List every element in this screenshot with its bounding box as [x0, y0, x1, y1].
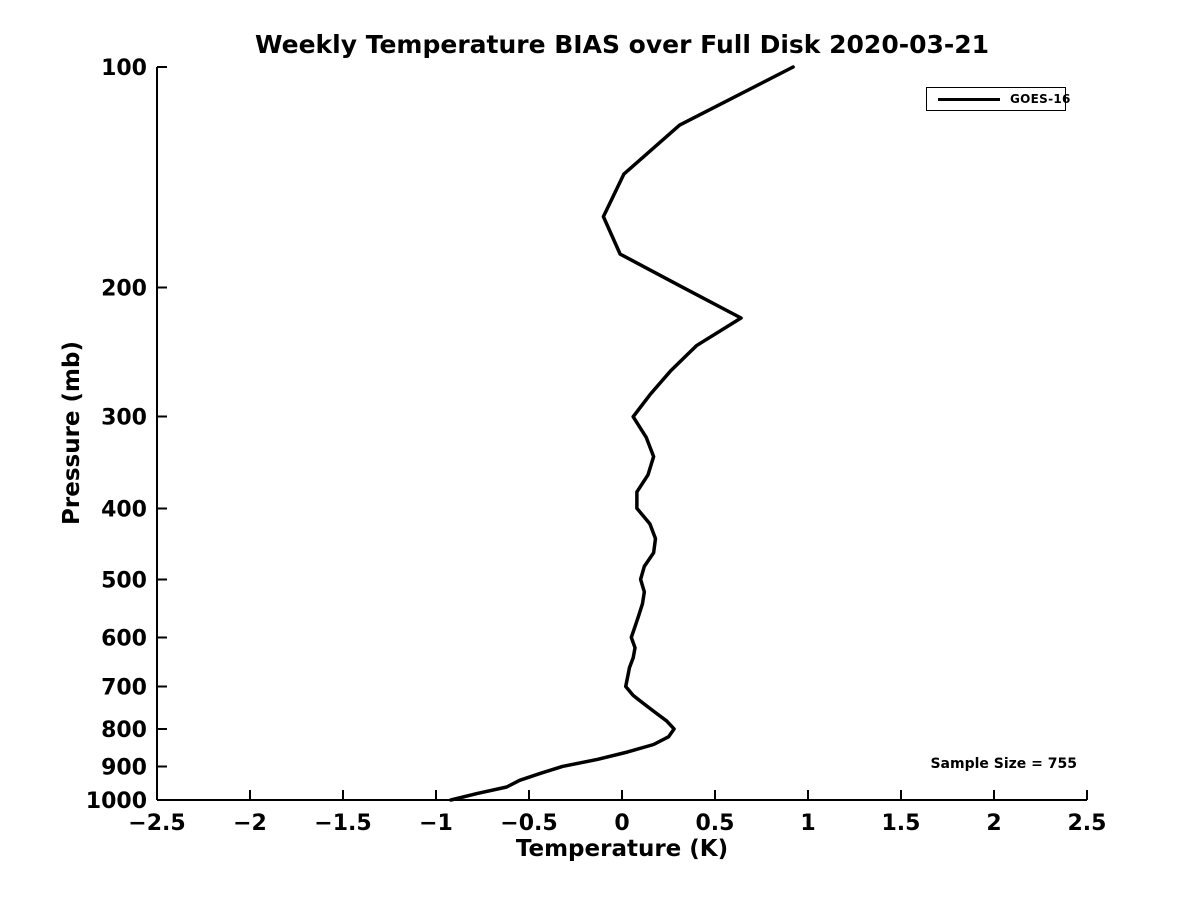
y-tick-label: 500	[101, 568, 147, 593]
y-tick-label: 100	[101, 56, 147, 81]
goes-16-bias-line	[449, 65, 795, 802]
x-tick-label: 2.5	[1068, 811, 1107, 836]
x-tick-label: 0.5	[696, 811, 735, 836]
y-tick-label: 700	[101, 675, 147, 700]
y-tick-label: 400	[101, 497, 147, 522]
x-tick-label: −1.5	[314, 811, 371, 836]
x-tick-label: −2.5	[128, 811, 185, 836]
chart-title: Weekly Temperature BIAS over Full Disk 2…	[254, 30, 990, 59]
x-tick-label: −0.5	[500, 811, 557, 836]
y-tick-label: 1000	[86, 789, 147, 814]
legend-line-sample	[938, 97, 1000, 101]
y-tick-label: 800	[101, 718, 147, 743]
x-axis-label: Temperature (K)	[515, 836, 729, 862]
x-tick-label: −2	[233, 811, 267, 836]
x-tick-label: −1	[419, 811, 453, 836]
y-tick-label: 300	[101, 406, 147, 431]
y-tick-label: 600	[101, 626, 147, 651]
x-tick-label: 0	[614, 811, 629, 836]
x-tick-label: 1	[800, 811, 815, 836]
x-tick-label: 2	[986, 811, 1001, 836]
legend-label: GOES-16	[1010, 92, 1071, 106]
sample-size-annotation: Sample Size = 755	[930, 756, 1077, 772]
legend: GOES-16	[926, 87, 1070, 111]
x-tick-label: 1.5	[882, 811, 921, 836]
y-tick-label: 200	[101, 277, 147, 302]
y-tick-label: 900	[101, 755, 147, 780]
